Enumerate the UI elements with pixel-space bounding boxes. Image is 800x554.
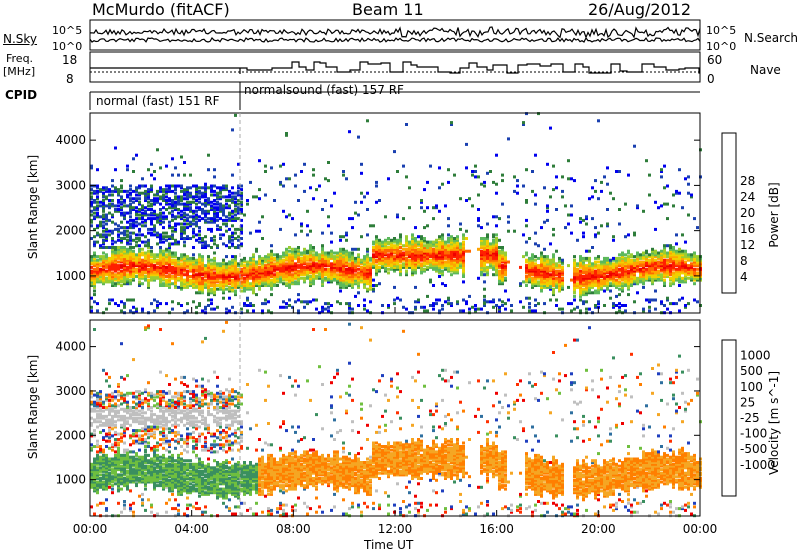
power-ytick-label: 4000: [55, 133, 86, 147]
nave-tick-bottom: 0: [707, 72, 715, 86]
freq-tick-top: 18: [62, 53, 78, 67]
power-colorbar-tick: 16: [740, 222, 755, 236]
noise-search-trace: [89, 36, 701, 43]
noise-tick-top-right: 10^5: [706, 24, 737, 37]
power-colorbar-tick: 28: [740, 174, 755, 188]
noise-tick-bottom-right: 10^0: [706, 40, 737, 53]
beam-title: Beam 11: [352, 0, 424, 19]
noise-tick-bottom-left: 10^0: [52, 40, 83, 53]
velocity-colorbar-tick: -1000: [740, 458, 775, 472]
freq-label-line1: Freq.: [6, 52, 34, 65]
freq-panel-frame: [89, 51, 701, 83]
station-title: McMurdo (fitACF): [92, 0, 230, 19]
power-colorbar-tick: 20: [740, 206, 755, 220]
cpid-segment-1: normal (fast) 151 RF: [96, 94, 220, 108]
x-tick-label: 08:00: [276, 522, 311, 536]
velocity-colorbar-tick: 500: [740, 364, 763, 378]
power-colorbar-tick: 24: [740, 190, 755, 204]
noise-search-label: N.Search: [744, 31, 799, 45]
velocity-ytick-label: 1000: [55, 473, 86, 487]
velocity-ytick-label: 2000: [55, 428, 86, 442]
power-colorbar-frame: [721, 132, 737, 294]
velocity-colorbar-tick: 25: [740, 395, 755, 409]
velocity-colorbar-tick: -100: [740, 427, 767, 441]
x-tick-label: 00:00: [683, 522, 718, 536]
x-tick-label: 12:00: [378, 522, 413, 536]
power-colorbar-tick: 12: [740, 238, 755, 252]
power-ytick-label: 2000: [55, 224, 86, 238]
noise-panel-frame: [89, 19, 701, 51]
freq-label-line2: [MHz]: [3, 65, 36, 78]
nave-label: Nave: [750, 63, 781, 77]
nave-tick-top: 60: [707, 53, 723, 67]
velocity-ytick-label: 4000: [55, 340, 86, 354]
power-colorbar-tick: 8: [740, 254, 748, 268]
freq-tick-bottom: 8: [66, 72, 74, 86]
cpid-segment-2: normalsound (fast) 157 RF: [244, 83, 404, 97]
velocity-ytick-label: 3000: [55, 384, 86, 398]
power-colorbar-tick: 4: [740, 270, 748, 284]
x-tick-label: 04:00: [174, 522, 209, 536]
noise-sky-label: N.Sky: [3, 32, 38, 46]
x-tick-label: 00:00: [73, 522, 108, 536]
cpid-label: CPID: [5, 88, 38, 102]
noise-tick-top-left: 10^5: [52, 24, 83, 37]
x-tick-label: 20:00: [581, 522, 616, 536]
velocity-colorbar-tick: 1000: [740, 349, 771, 363]
velocity-colorbar-tick: -500: [740, 442, 767, 456]
velocity-colorbar-tick: 100: [740, 380, 763, 394]
freq-trace: [90, 61, 700, 74]
date-title: 26/Aug/2012: [588, 0, 692, 19]
x-tick-label: 16:00: [479, 522, 514, 536]
power-ytick-label: 1000: [55, 269, 86, 283]
noise-sky-trace: [89, 26, 701, 39]
x-axis-label: Time UT: [364, 538, 414, 552]
velocity-colorbar-frame: [721, 339, 737, 497]
power-ytick-label: 3000: [55, 178, 86, 192]
velocity-colorbar-tick: -25: [740, 411, 760, 425]
